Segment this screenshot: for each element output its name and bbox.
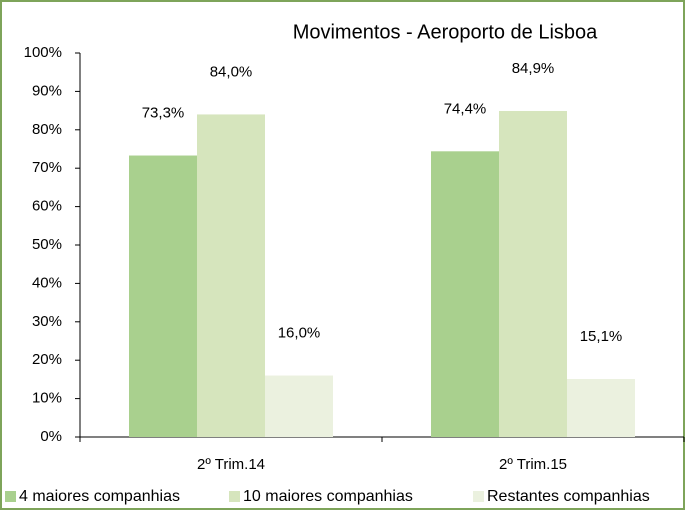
y-tick-label: 10%: [32, 390, 62, 407]
legend-label: 10 maiores companhias: [243, 488, 413, 505]
value-label: 84,0%: [210, 63, 253, 80]
bar: [431, 151, 499, 437]
legend-label: 4 maiores companhias: [19, 488, 180, 505]
bar: [129, 155, 197, 437]
y-tick-label: 60%: [32, 198, 62, 215]
value-label: 16,0%: [278, 325, 321, 342]
value-label: 15,1%: [580, 328, 623, 345]
bar: [265, 375, 333, 437]
legend-swatch: [473, 491, 484, 502]
bar: [197, 114, 265, 437]
x-tick-label: 2º Trim.15: [499, 456, 567, 473]
x-tick-label: 2º Trim.14: [197, 456, 265, 473]
y-tick-label: 30%: [32, 313, 62, 330]
y-tick-label: 20%: [32, 351, 62, 368]
y-tick-label: 90%: [32, 82, 62, 99]
bar: [567, 379, 635, 437]
legend-swatch: [5, 491, 16, 502]
legend-swatch: [229, 491, 240, 502]
y-tick-label: 50%: [32, 236, 62, 253]
y-tick-label: 70%: [32, 159, 62, 176]
bar: [499, 110, 567, 437]
value-label: 73,3%: [142, 104, 185, 121]
y-tick-label: 40%: [32, 274, 62, 291]
chart-title: Movimentos - Aeroporto de Lisboa: [293, 21, 598, 43]
y-tick-label: 0%: [40, 428, 62, 445]
y-tick-label: 80%: [32, 121, 62, 138]
value-label: 84,9%: [512, 60, 555, 77]
y-tick-label: 100%: [24, 44, 62, 61]
legend-label: Restantes companhias: [487, 488, 650, 505]
value-label: 74,4%: [444, 100, 487, 117]
